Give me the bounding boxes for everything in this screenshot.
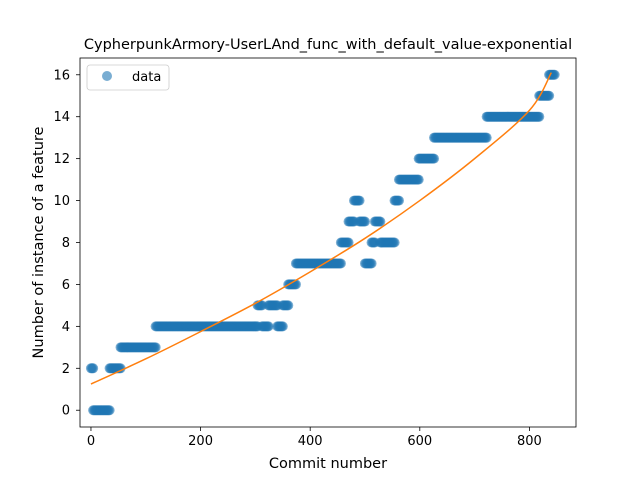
data-point xyxy=(544,90,555,101)
data-point xyxy=(354,195,365,206)
y-tick-label: 0 xyxy=(62,404,70,419)
data-point xyxy=(277,321,288,332)
plot-area xyxy=(85,69,560,416)
data-point xyxy=(429,153,440,164)
data-point xyxy=(115,363,126,374)
data-point xyxy=(283,300,294,311)
y-tick-label: 12 xyxy=(53,152,70,167)
y-axis-label: Number of instance of a feature xyxy=(31,126,47,358)
data-point xyxy=(150,342,161,353)
y-tick-label: 4 xyxy=(62,320,70,335)
data-point xyxy=(366,258,377,269)
data-point xyxy=(393,195,404,206)
y-tick-label: 8 xyxy=(62,236,70,251)
x-tick-label: 0 xyxy=(87,434,95,449)
x-tick-label: 600 xyxy=(407,434,432,449)
data-point xyxy=(389,237,400,248)
series-data xyxy=(85,69,560,416)
y-tick-label: 6 xyxy=(62,278,70,293)
data-point xyxy=(413,174,424,185)
data-point xyxy=(359,216,370,227)
data-point xyxy=(104,405,115,416)
data-point xyxy=(88,363,99,374)
data-point xyxy=(534,111,545,122)
x-axis-label: Commit number xyxy=(269,456,387,472)
x-axis: 0 200 400 600 800 xyxy=(87,427,542,449)
y-tick-label: 14 xyxy=(53,110,70,125)
data-point xyxy=(343,237,354,248)
legend-marker xyxy=(102,71,112,81)
x-tick-label: 400 xyxy=(298,434,323,449)
y-tick-label: 10 xyxy=(53,194,70,209)
data-point xyxy=(335,258,346,269)
y-tick-label: 2 xyxy=(62,362,70,377)
data-point xyxy=(375,216,386,227)
fit-line xyxy=(90,72,552,385)
legend: data xyxy=(86,64,170,91)
y-axis: 0 2 4 6 8 10 12 14 16 xyxy=(53,68,80,419)
data-point xyxy=(549,69,560,80)
x-tick-label: 800 xyxy=(517,434,542,449)
legend-label: data xyxy=(132,70,161,85)
x-tick-label: 200 xyxy=(188,434,213,449)
data-point xyxy=(263,321,274,332)
chart-title: CypherpunkArmory-UserLAnd_func_with_defa… xyxy=(84,37,572,53)
data-point xyxy=(481,132,492,143)
y-tick-label: 16 xyxy=(53,68,70,83)
